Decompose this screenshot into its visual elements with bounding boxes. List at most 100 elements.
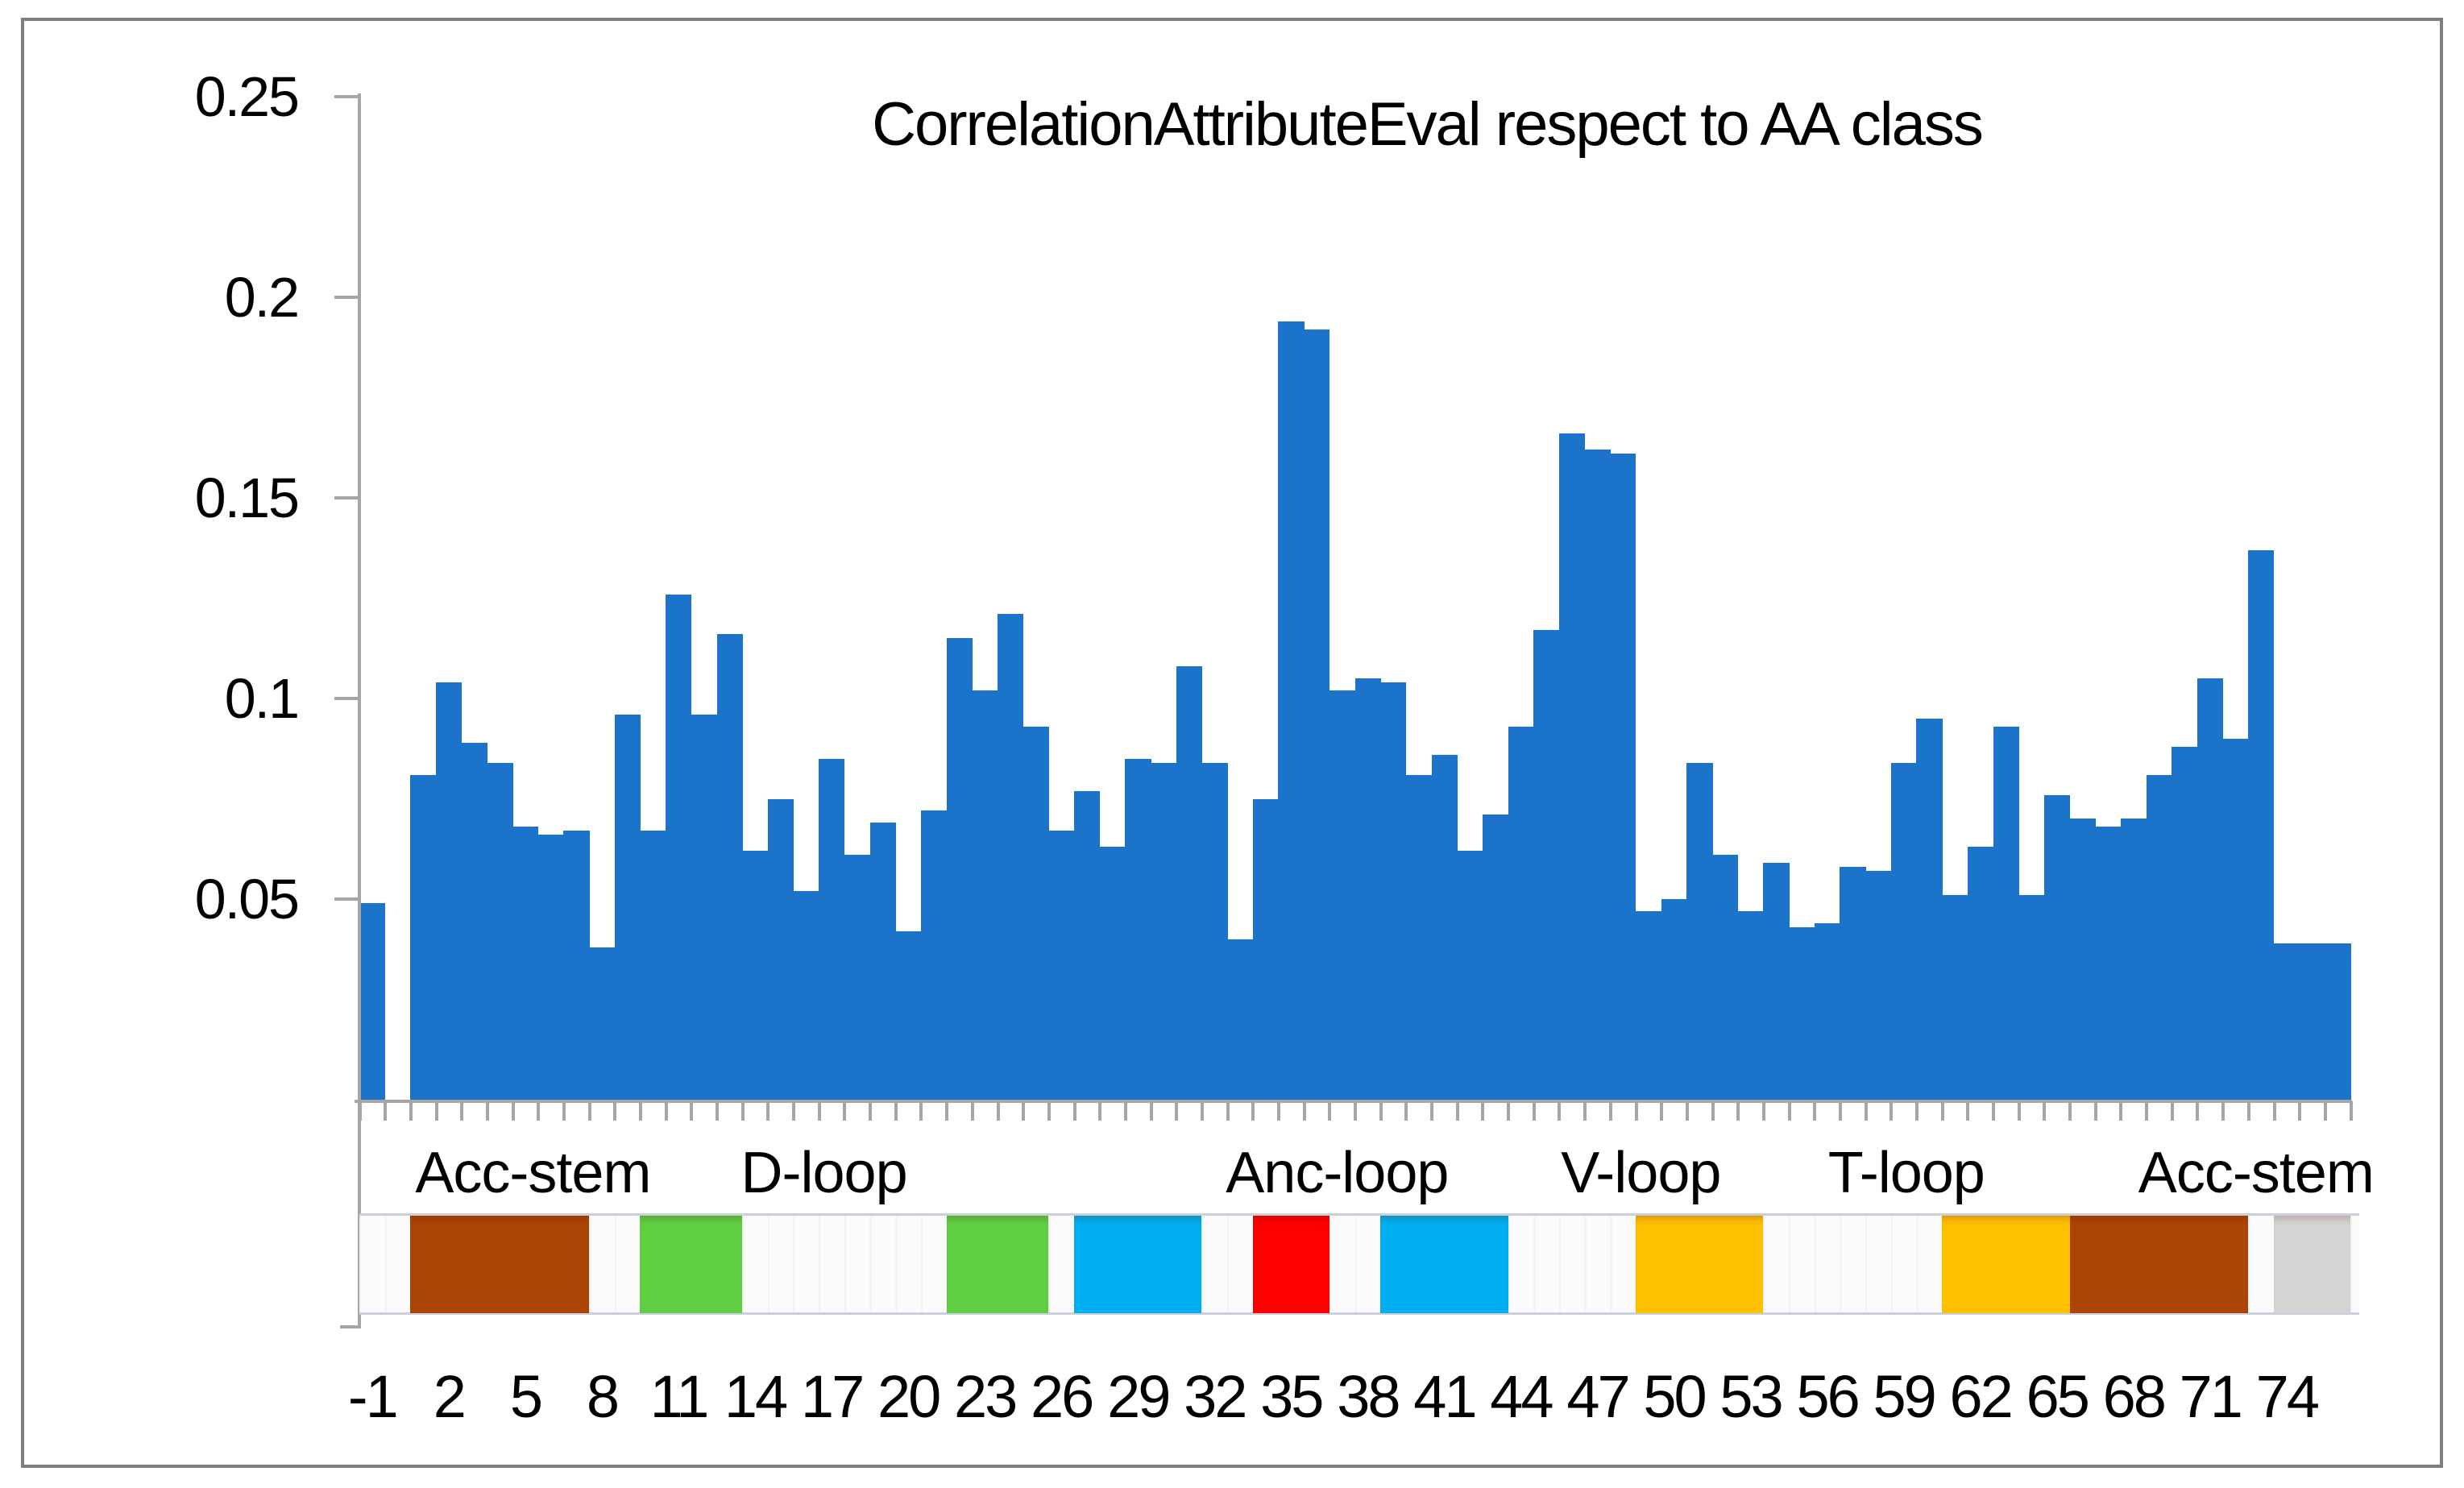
bar bbox=[1074, 790, 1101, 1102]
x-axis-tick-label: 20 bbox=[877, 1363, 941, 1430]
bar bbox=[1610, 454, 1636, 1102]
x-axis-tick bbox=[1098, 1101, 1102, 1121]
x-axis-tick-label: 62 bbox=[1949, 1363, 2014, 1430]
y-axis-tick-label: 0.05 bbox=[194, 868, 300, 931]
y-axis-tick-label: 0.15 bbox=[194, 466, 300, 529]
bar bbox=[1457, 851, 1483, 1102]
x-axis-tick bbox=[716, 1101, 720, 1121]
region-label: Anc-loop bbox=[1226, 1141, 1449, 1205]
x-axis-tick-label: 26 bbox=[1031, 1363, 1094, 1430]
bar bbox=[1865, 871, 1892, 1102]
x-axis-tick bbox=[1608, 1101, 1612, 1121]
x-axis-tick bbox=[1761, 1101, 1765, 1121]
x-axis-tick bbox=[1685, 1101, 1689, 1121]
x-axis-tick bbox=[562, 1101, 566, 1121]
x-axis-tick bbox=[996, 1101, 1000, 1121]
x-axis-tick-label: 44 bbox=[1490, 1363, 1553, 1430]
x-axis-tick-label: 8 bbox=[586, 1363, 620, 1430]
x-axis-tick bbox=[2145, 1101, 2149, 1121]
bar bbox=[512, 827, 539, 1102]
bar bbox=[2146, 774, 2172, 1102]
x-axis-tick-label: 32 bbox=[1184, 1363, 1247, 1430]
region-label: V-loop bbox=[1561, 1141, 1721, 1205]
x-axis-tick-label: 74 bbox=[2255, 1363, 2320, 1430]
x-axis-tick-label: 11 bbox=[649, 1363, 710, 1430]
bar bbox=[1482, 814, 1509, 1102]
bar bbox=[1712, 855, 1739, 1102]
region-band-segment-acceptor-stem bbox=[410, 1216, 590, 1313]
x-axis-tick bbox=[511, 1101, 515, 1121]
bar bbox=[1916, 718, 1943, 1102]
x-axis-tick bbox=[1072, 1101, 1076, 1121]
bar bbox=[1814, 922, 1840, 1102]
bar bbox=[793, 891, 819, 1102]
x-axis-tick bbox=[1022, 1101, 1026, 1121]
y-axis-tick bbox=[334, 95, 360, 98]
x-axis-tick bbox=[638, 1101, 642, 1121]
bar bbox=[436, 682, 463, 1102]
bar bbox=[2018, 895, 2045, 1102]
x-axis-tick bbox=[1558, 1101, 1562, 1121]
bar bbox=[640, 831, 666, 1102]
x-axis-tick bbox=[1481, 1101, 1485, 1121]
bar bbox=[2043, 794, 2071, 1102]
bar bbox=[767, 798, 794, 1102]
bar bbox=[359, 902, 386, 1102]
x-axis-tick bbox=[384, 1101, 388, 1121]
x-axis-tick bbox=[1404, 1101, 1408, 1121]
x-axis-tick bbox=[664, 1101, 668, 1121]
x-axis-tick bbox=[2068, 1101, 2072, 1121]
x-axis-tick bbox=[1889, 1101, 1894, 1121]
x-axis-tick bbox=[792, 1101, 796, 1121]
x-axis-tick bbox=[1507, 1101, 1511, 1121]
region-label: T-loop bbox=[1827, 1141, 1985, 1205]
x-axis-tick bbox=[690, 1101, 694, 1121]
bar bbox=[487, 762, 513, 1102]
x-axis-tick-label: 2 bbox=[433, 1363, 467, 1430]
x-axis-tick bbox=[2093, 1101, 2097, 1121]
bar bbox=[1789, 926, 1815, 1102]
bar bbox=[819, 758, 845, 1102]
x-axis-tick bbox=[537, 1101, 541, 1121]
bar bbox=[1431, 754, 1458, 1102]
bar bbox=[895, 931, 922, 1102]
x-axis-tick bbox=[409, 1101, 413, 1121]
x-axis-tick bbox=[1838, 1101, 1842, 1121]
y-axis-extension-foot-tick bbox=[340, 1325, 361, 1328]
x-axis-tick-label: 41 bbox=[1413, 1363, 1477, 1430]
x-axis-tick bbox=[766, 1101, 770, 1121]
bar bbox=[869, 823, 896, 1102]
x-axis-tick bbox=[1226, 1101, 1230, 1121]
region-band-segment-anticodon-stem-3prime bbox=[1380, 1216, 1508, 1313]
x-axis-tick bbox=[1175, 1101, 1179, 1121]
bar bbox=[2248, 549, 2275, 1102]
y-axis-tick-label: 0.2 bbox=[224, 266, 300, 329]
bar bbox=[1636, 910, 1662, 1102]
x-axis-line bbox=[355, 1100, 2352, 1103]
region-label: D-loop bbox=[740, 1141, 908, 1205]
bar bbox=[1967, 847, 1993, 1102]
region-band-segment-anticodon bbox=[1252, 1216, 1329, 1313]
x-axis-tick bbox=[434, 1101, 438, 1121]
bar bbox=[1278, 321, 1305, 1102]
bar bbox=[2172, 746, 2198, 1102]
x-axis-tick bbox=[1379, 1101, 1383, 1121]
bar bbox=[2299, 943, 2325, 1102]
x-axis-tick bbox=[1123, 1101, 1127, 1121]
x-axis-tick bbox=[843, 1101, 847, 1121]
x-axis-tick bbox=[1430, 1101, 1434, 1121]
x-axis-tick bbox=[1328, 1101, 1332, 1121]
region-band-segment-anticodon-stem-5prime bbox=[1074, 1216, 1202, 1313]
x-axis-tick bbox=[817, 1101, 821, 1121]
x-axis-tick bbox=[1276, 1101, 1280, 1121]
x-axis-tick bbox=[1787, 1101, 1791, 1121]
x-axis-tick bbox=[2349, 1101, 2353, 1121]
x-axis-tick bbox=[587, 1101, 591, 1121]
bar bbox=[1354, 678, 1381, 1102]
x-axis-tick-label: 5 bbox=[509, 1363, 543, 1430]
bar bbox=[1304, 329, 1330, 1102]
bar bbox=[1737, 910, 1764, 1102]
region-label: Acc-stem bbox=[2138, 1141, 2375, 1205]
x-axis-tick bbox=[613, 1101, 617, 1121]
x-axis-tick-label: 56 bbox=[1796, 1363, 1860, 1430]
